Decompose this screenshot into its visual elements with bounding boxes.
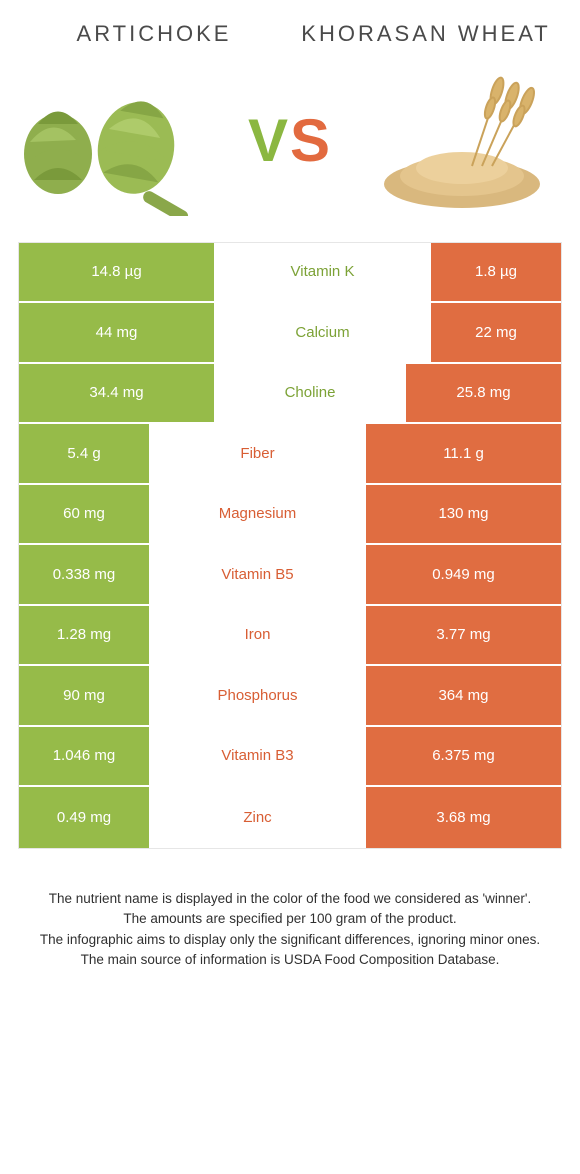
table-row: 0.338 mgVitamin B50.949 mg bbox=[19, 545, 561, 606]
footnote-line: The infographic aims to display only the… bbox=[18, 930, 562, 950]
value-right: 11.1 g bbox=[366, 424, 561, 483]
value-right: 0.949 mg bbox=[366, 545, 561, 604]
value-right: 25.8 mg bbox=[406, 364, 561, 423]
table-row: 1.046 mgVitamin B36.375 mg bbox=[19, 727, 561, 788]
wheat-image bbox=[372, 66, 562, 216]
value-left: 0.49 mg bbox=[19, 787, 149, 848]
nutrient-name: Iron bbox=[149, 606, 366, 665]
value-right: 1.8 µg bbox=[431, 243, 561, 302]
value-right: 3.77 mg bbox=[366, 606, 561, 665]
nutrient-name: Calcium bbox=[214, 303, 431, 362]
vs-row: V S bbox=[18, 66, 562, 216]
table-row: 1.28 mgIron3.77 mg bbox=[19, 606, 561, 667]
vs-label: V S bbox=[248, 106, 332, 175]
footnotes: The nutrient name is displayed in the co… bbox=[18, 889, 562, 970]
footnote-line: The nutrient name is displayed in the co… bbox=[18, 889, 562, 909]
value-left: 0.338 mg bbox=[19, 545, 149, 604]
artichoke-image bbox=[18, 66, 208, 216]
nutrient-name: Magnesium bbox=[149, 485, 366, 544]
table-row: 90 mgPhosphorus364 mg bbox=[19, 666, 561, 727]
nutrient-name: Vitamin B5 bbox=[149, 545, 366, 604]
nutrient-name: Zinc bbox=[149, 787, 366, 848]
value-right: 364 mg bbox=[366, 666, 561, 725]
table-row: 0.49 mgZinc3.68 mg bbox=[19, 787, 561, 848]
food-left-title: ARTICHOKE bbox=[18, 20, 290, 48]
value-right: 3.68 mg bbox=[366, 787, 561, 848]
nutrient-name: Choline bbox=[214, 364, 406, 423]
nutrient-name: Vitamin B3 bbox=[149, 727, 366, 786]
table-row: 5.4 gFiber11.1 g bbox=[19, 424, 561, 485]
nutrient-name: Vitamin K bbox=[214, 243, 431, 302]
value-left: 1.28 mg bbox=[19, 606, 149, 665]
nutrient-name: Fiber bbox=[149, 424, 366, 483]
value-right: 22 mg bbox=[431, 303, 561, 362]
value-right: 6.375 mg bbox=[366, 727, 561, 786]
value-left: 5.4 g bbox=[19, 424, 149, 483]
nutrient-name: Phosphorus bbox=[149, 666, 366, 725]
value-right: 130 mg bbox=[366, 485, 561, 544]
value-left: 1.046 mg bbox=[19, 727, 149, 786]
value-left: 60 mg bbox=[19, 485, 149, 544]
table-row: 44 mgCalcium22 mg bbox=[19, 303, 561, 364]
comparison-table: 14.8 µgVitamin K1.8 µg44 mgCalcium22 mg3… bbox=[18, 242, 562, 849]
value-left: 34.4 mg bbox=[19, 364, 214, 423]
table-row: 60 mgMagnesium130 mg bbox=[19, 485, 561, 546]
footnote-line: The main source of information is USDA F… bbox=[18, 950, 562, 970]
table-row: 14.8 µgVitamin K1.8 µg bbox=[19, 243, 561, 304]
footnote-line: The amounts are specified per 100 gram o… bbox=[18, 909, 562, 929]
vs-v: V bbox=[248, 106, 290, 175]
header-titles: ARTICHOKE KHORASAN WHEAT bbox=[18, 20, 562, 48]
vs-s: S bbox=[290, 106, 332, 175]
value-left: 14.8 µg bbox=[19, 243, 214, 302]
value-left: 90 mg bbox=[19, 666, 149, 725]
table-row: 34.4 mgCholine25.8 mg bbox=[19, 364, 561, 425]
food-right-title: KHORASAN WHEAT bbox=[290, 20, 562, 48]
value-left: 44 mg bbox=[19, 303, 214, 362]
